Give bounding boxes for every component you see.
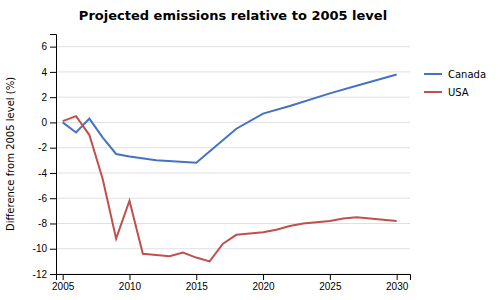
grid-line [56,46,410,47]
grid-line [56,147,410,148]
tick: -6 [38,193,56,204]
grid-line [56,71,410,72]
x-axis: 2005 2010 2015 2020 2025 2030 [52,274,410,292]
tick-label: -4 [38,168,47,179]
tick: -8 [38,218,56,229]
tick: -12 [33,269,56,280]
legend: Canada USA [424,69,486,98]
grid-line [56,198,410,199]
tick: 2015 [186,274,209,292]
tick-label: -10 [33,243,48,254]
tick-label: 0 [41,117,47,128]
tick-mark [196,274,197,280]
tick: 2010 [119,274,142,292]
y-axis: -12 -10 -8 -6 -4 -2 0 2 4 6 [33,35,57,280]
plot-area: 2005 2010 2015 2020 2025 2030 -12 -10 -8 -6 -4 -2 0 2… [33,35,411,293]
legend-item: Canada [424,69,486,80]
tick-mark [397,274,398,280]
tick-mark [50,122,56,123]
series-line [63,116,397,261]
tick-mark [50,274,56,275]
axis-line [50,35,57,275]
tick-label: 2025 [319,281,342,292]
tick-mark [330,274,331,280]
tick-mark [50,97,56,98]
y-axis-title: Difference from 2005 level (%) [5,77,16,231]
grid-line [56,223,410,224]
tick-label: 2020 [252,281,275,292]
tick-label: -12 [33,269,48,280]
axis-line [57,275,411,281]
tick: 2030 [386,274,409,292]
legend-swatch [424,91,442,93]
tick-label: 4 [41,67,47,78]
tick-mark [50,198,56,199]
tick-label: 2030 [386,281,409,292]
tick-mark [63,274,64,280]
tick: 6 [41,41,56,52]
tick-mark [129,274,130,280]
tick: -4 [38,168,56,179]
chart: 2005 2010 2015 2020 2025 2030 -12 -10 -8 -6 -4 -2 0 2… [0,0,500,300]
tick-label: 2005 [52,281,75,292]
tick-mark [50,173,56,174]
grid-line [56,97,410,98]
grid-line [56,172,410,173]
legend-swatch [424,73,442,75]
grid [56,47,410,274]
tick: 0 [41,117,56,128]
series-line [63,74,397,162]
tick-label: -2 [38,142,47,153]
tick-label: 6 [41,41,47,52]
tick-label: -6 [38,193,47,204]
legend-label: Canada [448,69,486,80]
tick: -10 [33,243,56,254]
tick-label: 2015 [186,281,209,292]
tick: 2 [41,92,56,103]
tick-label: 2010 [119,281,142,292]
tick-mark [50,249,56,250]
legend-item: USA [424,87,469,98]
tick: 4 [41,67,56,78]
tick: -2 [38,142,56,153]
legend-label: USA [448,87,469,98]
title: Projected emissions relative to 2005 lev… [79,8,387,23]
tick-mark [50,72,56,73]
grid-line [56,248,410,249]
tick-label: 2 [41,92,47,103]
tick-mark [50,223,56,224]
series-group [63,74,397,261]
tick: 2020 [252,274,275,292]
tick-label: -8 [38,218,47,229]
tick-mark [50,47,56,48]
grid-line [56,122,410,123]
tick: 2025 [319,274,342,292]
tick: 2005 [52,274,75,292]
tick-mark [263,274,264,280]
tick-mark [50,148,56,149]
